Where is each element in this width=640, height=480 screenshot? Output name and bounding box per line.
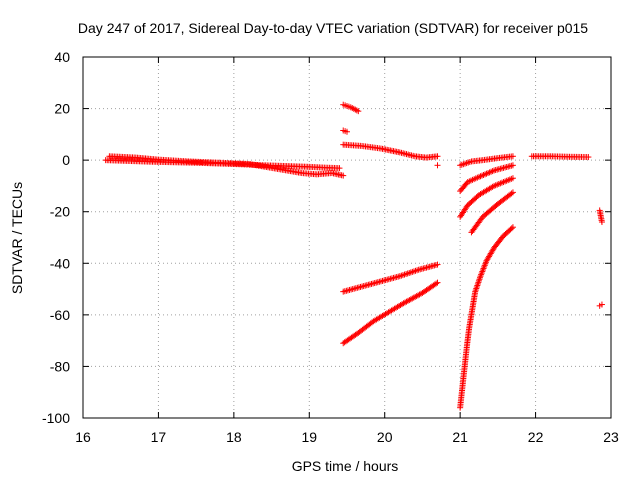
data-point bbox=[344, 128, 350, 135]
grid bbox=[83, 57, 611, 418]
y-tick-label: -80 bbox=[50, 358, 70, 374]
data-point bbox=[475, 279, 482, 286]
data-point bbox=[473, 285, 480, 292]
data-points bbox=[102, 101, 605, 411]
x-tick-label: 23 bbox=[603, 429, 619, 445]
data-point bbox=[355, 108, 362, 115]
x-tick-label: 16 bbox=[75, 429, 91, 445]
data-point bbox=[336, 165, 343, 172]
data-point bbox=[340, 172, 347, 179]
data-point bbox=[585, 154, 592, 161]
data-point bbox=[509, 189, 516, 196]
data-point bbox=[598, 219, 605, 226]
data-point bbox=[434, 261, 441, 268]
y-tick-label: -60 bbox=[50, 307, 70, 323]
data-point bbox=[475, 277, 482, 284]
x-tick-label: 22 bbox=[528, 429, 544, 445]
data-point bbox=[473, 284, 480, 291]
data-point bbox=[508, 190, 515, 197]
x-tick-label: 19 bbox=[301, 429, 317, 445]
plot-frame bbox=[82, 56, 612, 419]
data-point bbox=[509, 162, 516, 169]
data-point bbox=[509, 175, 516, 182]
x-tick-label: 21 bbox=[452, 429, 468, 445]
data-point bbox=[434, 162, 441, 169]
y-tick-label: 40 bbox=[54, 49, 70, 65]
axis-ticks: 16 17 18 19 20 21 22 23 -100 -80 -60 -40 -20 0 20 40 bbox=[42, 49, 619, 445]
data-point bbox=[434, 279, 441, 286]
data-point bbox=[433, 280, 440, 287]
y-axis-label: SDTVAR / TECUs bbox=[9, 182, 25, 294]
y-tick-label: 0 bbox=[62, 152, 70, 168]
data-point bbox=[474, 280, 481, 287]
y-tick-label: -100 bbox=[42, 410, 70, 426]
x-tick-label: 18 bbox=[226, 429, 242, 445]
y-tick-label: 20 bbox=[54, 101, 70, 117]
data-point bbox=[474, 282, 481, 289]
y-tick-label: -40 bbox=[50, 255, 70, 271]
x-tick-label: 20 bbox=[377, 429, 393, 445]
chart-title: Day 247 of 2017, Sidereal Day-to-day VTE… bbox=[78, 20, 588, 36]
data-point bbox=[472, 287, 479, 294]
data-point bbox=[508, 225, 515, 232]
data-point bbox=[598, 301, 605, 308]
y-tick-label: -20 bbox=[50, 204, 70, 220]
x-axis-label: GPS time / hours bbox=[292, 458, 399, 474]
data-point bbox=[509, 153, 516, 160]
data-point bbox=[434, 153, 441, 160]
x-tick-label: 17 bbox=[151, 429, 167, 445]
data-point bbox=[509, 224, 516, 231]
